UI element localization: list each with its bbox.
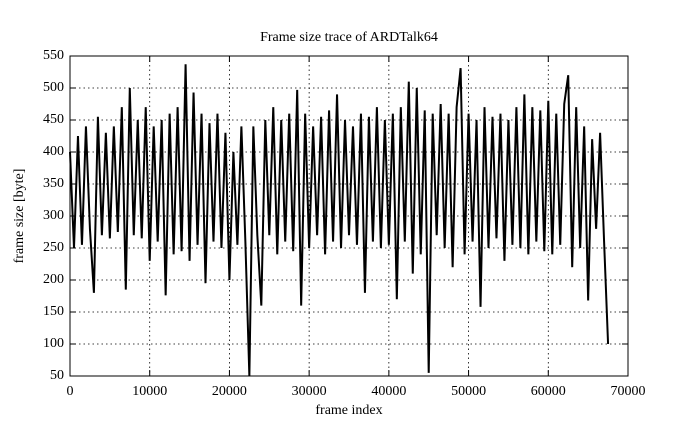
y-tick-label: 450 [43,112,64,127]
y-axis-label: frame size [byte] [12,169,27,264]
y-tick-label: 100 [43,336,64,351]
x-tick-label: 70000 [611,384,646,399]
y-tick-label: 500 [43,80,64,95]
y-tick-label: 400 [43,144,64,159]
x-tick-label: 60000 [531,384,566,399]
y-tick-label: 200 [43,272,64,287]
x-tick-label: 20000 [212,384,247,399]
y-tick-label: 250 [43,240,64,255]
y-tick-label: 50 [50,368,64,383]
y-tick-label: 350 [43,176,64,191]
x-axis-label: frame index [315,403,382,418]
plot-frame [69,55,629,377]
y-tick-label: 550 [43,48,64,63]
chart-title: Frame size trace of ARDTalk64 [260,30,438,45]
x-tick-label: 30000 [292,384,327,399]
y-tick-label: 150 [43,304,64,319]
y-tick-label: 300 [43,208,64,223]
x-tick-label: 50000 [451,384,486,399]
x-tick-label: 10000 [132,384,167,399]
x-tick-label: 40000 [371,384,406,399]
x-tick-label: 0 [67,384,74,399]
data-line [69,64,610,377]
